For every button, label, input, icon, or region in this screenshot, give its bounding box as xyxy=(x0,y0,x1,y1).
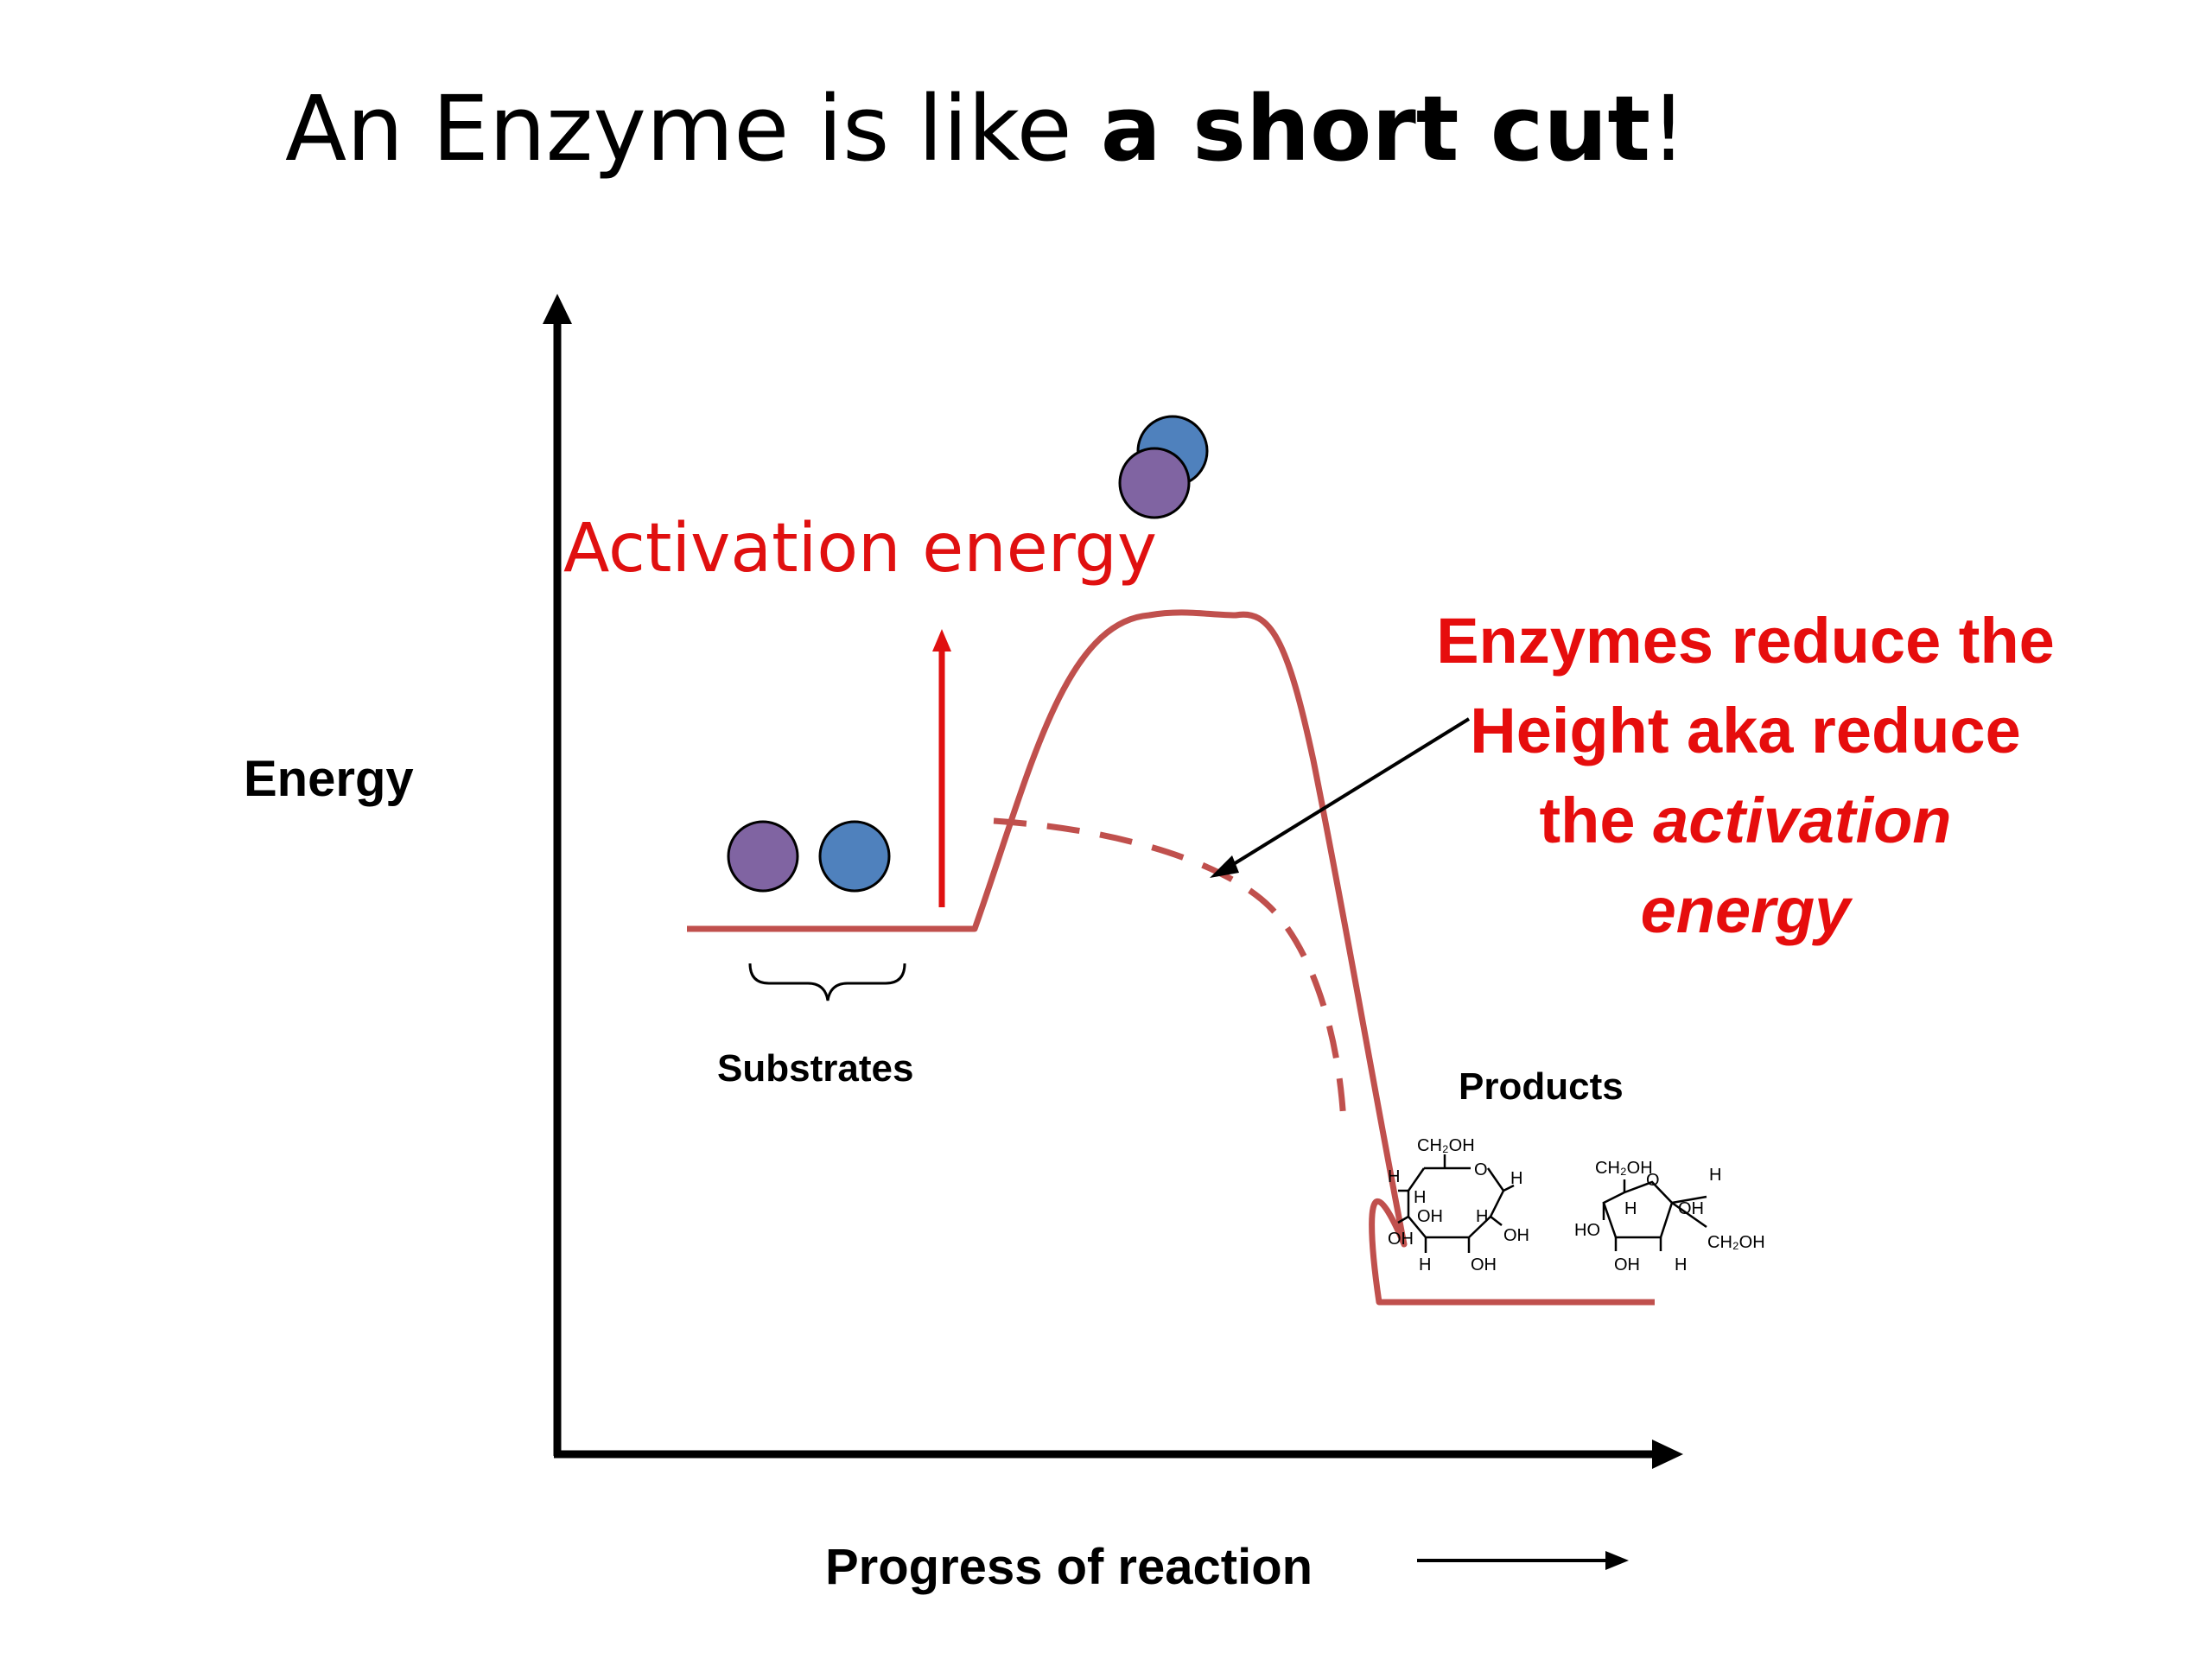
glucose-h2: H xyxy=(1414,1188,1426,1207)
x-axis-label: Progress of reaction xyxy=(825,1539,1313,1595)
uncatalysed-curve xyxy=(687,609,1655,1306)
glucose-labels: CH₂OH O H H OH H H OH OH H OH xyxy=(1388,1136,1529,1274)
activation-energy-label: Activation energy xyxy=(563,510,1158,588)
note-pointer-arrowhead xyxy=(1210,855,1239,878)
substrate-purple-molecule xyxy=(727,820,799,893)
glucose-h3: H xyxy=(1476,1207,1488,1226)
y-axis-label: Energy xyxy=(244,751,414,807)
substrates-label: Substrates xyxy=(717,1047,914,1090)
substrate-blue-molecule xyxy=(818,820,891,893)
fructose-h3: H xyxy=(1675,1255,1687,1274)
glucose-oh2: OH xyxy=(1388,1230,1414,1249)
note-line-3-regular: the xyxy=(1539,785,1654,856)
title-bold: a short cut xyxy=(1100,76,1651,181)
glucose-o: O xyxy=(1474,1160,1488,1179)
fructose-h2: H xyxy=(1624,1199,1637,1218)
fructose-ho: HO xyxy=(1574,1221,1600,1240)
fructose-h1: H xyxy=(1709,1166,1721,1185)
enzyme-annotation: Enzymes reduce the Height aka reduce the… xyxy=(1382,596,2108,956)
glucose-oh3: OH xyxy=(1503,1226,1529,1245)
glucose-h4: H xyxy=(1510,1169,1522,1188)
fructose-labels: CH₂OH O H H OH HO CH₂OH OH H xyxy=(1574,1159,1765,1274)
x-axis-arrowhead xyxy=(1652,1440,1683,1469)
note-line-1: Enzymes reduce the xyxy=(1436,605,2055,677)
transition-purple-molecule xyxy=(1118,447,1191,519)
note-line-4: energy xyxy=(1382,866,2108,956)
activation-arrowhead xyxy=(932,629,951,652)
glucose-ch2oh: CH₂OH xyxy=(1417,1136,1475,1155)
glucose-oh4: OH xyxy=(1471,1255,1497,1274)
glucose-structure xyxy=(1397,1154,1515,1253)
progress-arrowhead xyxy=(1605,1551,1629,1570)
note-pointer-arrow xyxy=(1224,717,1471,871)
substrates-brace xyxy=(748,963,906,1001)
slide-title: An Enzyme is like a short cut! xyxy=(285,76,1687,181)
glucose-oh1: OH xyxy=(1417,1207,1443,1226)
products-label: Products xyxy=(1459,1065,1624,1108)
fructose-structure xyxy=(1602,1179,1707,1251)
note-line-3: the activation xyxy=(1382,776,2108,866)
catalysed-curve xyxy=(993,817,1347,1124)
fructose-ch2oh2: CH₂OH xyxy=(1707,1233,1765,1252)
title-end: ! xyxy=(1650,76,1687,181)
fructose-o: O xyxy=(1646,1171,1660,1190)
note-line-4-italic: energy xyxy=(1640,874,1851,946)
title-regular: An Enzyme is like xyxy=(285,76,1101,181)
glucose-h1: H xyxy=(1388,1167,1400,1186)
glucose-h5: H xyxy=(1419,1255,1431,1274)
fructose-oh1: OH xyxy=(1678,1199,1704,1218)
note-line-3-italic: activation xyxy=(1653,785,1952,856)
note-line-2: Height aka reduce xyxy=(1470,695,2021,766)
fructose-ch2oh1: CH₂OH xyxy=(1595,1159,1653,1178)
fructose-oh2: OH xyxy=(1614,1255,1640,1274)
y-axis-arrowhead xyxy=(543,294,572,324)
